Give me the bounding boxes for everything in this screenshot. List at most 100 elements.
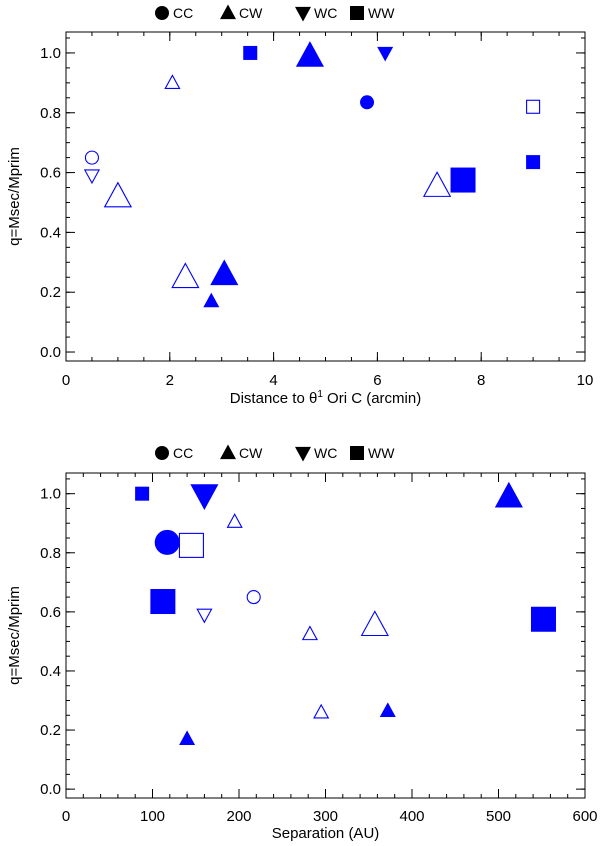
plot-frame bbox=[65, 31, 586, 362]
data-point-triangle-up-open bbox=[422, 171, 452, 197]
y-tick-label: 0.8 bbox=[40, 545, 61, 562]
data-point-triangle-up-filled bbox=[203, 292, 220, 308]
data-point-square-filled bbox=[243, 45, 258, 60]
x-axis-title: Distance to θ1 Ori C (arcmin) bbox=[230, 389, 421, 407]
data-point-triangle-up-open bbox=[164, 74, 181, 90]
x-axis-title-prefix: Distance to bbox=[230, 390, 309, 407]
data-points bbox=[83, 41, 541, 308]
x-axis-title-suffix: Ori C (arcmin) bbox=[323, 390, 421, 407]
x-tick-label: 0 bbox=[62, 372, 70, 389]
legend-marker-cc bbox=[155, 6, 169, 20]
data-point-circle-open bbox=[84, 150, 99, 165]
data-point-triangle-up-open bbox=[103, 181, 133, 208]
data-point-triangle-down-filled bbox=[377, 46, 394, 62]
legend-item-cc: CC bbox=[155, 445, 193, 461]
legend-item-cw: CW bbox=[220, 444, 263, 461]
data-point-circle-open bbox=[246, 590, 261, 605]
legend-marker-cw bbox=[220, 4, 236, 20]
data-point-triangle-down-filled bbox=[190, 484, 219, 511]
legend-label-wc: WC bbox=[314, 445, 337, 461]
y-axis-title: q=Msec/Mprim bbox=[6, 147, 23, 246]
y-tick-label: 0.6 bbox=[40, 604, 61, 621]
x-tick-label: 500 bbox=[486, 808, 511, 825]
x-tick-label: 300 bbox=[313, 808, 338, 825]
legend-label-wc: WC bbox=[314, 5, 337, 21]
data-point-square-open bbox=[178, 532, 204, 558]
legend-item-cc: CC bbox=[155, 5, 193, 21]
x-tick-label: 2 bbox=[166, 372, 174, 389]
data-point-triangle-up-open bbox=[360, 610, 389, 637]
tick-labels: 0 2 4 6 8 10 0.0 0.2 0.4 0.6 0.8 1.0 bbox=[40, 45, 593, 389]
data-point-triangle-up-filled bbox=[295, 41, 324, 67]
data-point-square-filled bbox=[530, 606, 556, 632]
data-point-square-filled bbox=[450, 167, 476, 193]
x-axis-title: Separation (AU) bbox=[272, 825, 380, 842]
legend-item-cw: CW bbox=[220, 4, 263, 21]
y-tick-label: 0.4 bbox=[40, 224, 61, 241]
legend: CC CW WC WW bbox=[155, 4, 395, 22]
data-point-circle-filled bbox=[360, 95, 375, 110]
data-point-square-filled bbox=[150, 589, 176, 615]
y-tick-label: 0.0 bbox=[40, 781, 61, 798]
data-point-triangle-up-filled bbox=[179, 730, 196, 746]
legend-label-ww: WW bbox=[368, 445, 395, 461]
y-tick-label: 0.4 bbox=[40, 663, 61, 680]
data-point-triangle-down-open bbox=[83, 169, 101, 185]
chart-1: CC CW WC WW 0 2 4 6 8 10 0.0 0.2 0.4 0.6 0.8 1.0 Distanc… bbox=[6, 4, 593, 407]
y-tick-label: 0.2 bbox=[40, 722, 61, 739]
x-tick-label: 0 bbox=[62, 808, 70, 825]
legend-marker-cc bbox=[155, 446, 169, 460]
y-tick-label: 0.0 bbox=[40, 344, 61, 361]
y-tick-label: 0.8 bbox=[40, 105, 61, 122]
legend-marker-ww bbox=[350, 6, 364, 20]
x-tick-label: 100 bbox=[140, 808, 165, 825]
y-tick-label: 1.0 bbox=[40, 486, 61, 503]
data-point-square-filled bbox=[526, 155, 541, 170]
legend-label-cw: CW bbox=[239, 5, 263, 21]
legend-item-ww: WW bbox=[350, 5, 395, 21]
data-points bbox=[135, 481, 556, 746]
x-tick-label: 400 bbox=[399, 808, 424, 825]
data-point-triangle-down-open bbox=[196, 608, 213, 624]
y-tick-label: 0.6 bbox=[40, 165, 61, 182]
x-tick-label: 600 bbox=[572, 808, 597, 825]
data-point-triangle-up-filled bbox=[494, 481, 523, 508]
chart-2: CC CW WC WW0 100 200 300 400 500 6000.00.20.40.60… bbox=[6, 444, 598, 842]
data-point-triangle-up-open bbox=[171, 262, 200, 289]
x-axis-title-superscript: 1 bbox=[317, 389, 323, 400]
y-axis-title: q=Msec/Mprim bbox=[6, 586, 23, 685]
x-tick-label: 8 bbox=[477, 372, 485, 389]
legend-item-ww: WW bbox=[350, 445, 395, 461]
legend-label-ww: WW bbox=[368, 5, 395, 21]
axis-ticks bbox=[65, 32, 586, 361]
y-tick-label: 0.2 bbox=[40, 284, 61, 301]
data-point-triangle-up-open bbox=[313, 703, 330, 719]
legend-item-wc: WC bbox=[295, 445, 337, 462]
data-point-triangle-up-open bbox=[301, 625, 319, 641]
plot-frame bbox=[65, 472, 586, 799]
legend-label-cc: CC bbox=[173, 5, 193, 21]
x-tick-label: 6 bbox=[373, 372, 381, 389]
legend-item-wc: WC bbox=[295, 5, 337, 22]
data-point-circle-filled bbox=[154, 529, 180, 555]
data-point-triangle-up-filled bbox=[210, 259, 239, 286]
legend-marker-ww bbox=[350, 446, 364, 460]
x-axis-title-symbol: θ bbox=[309, 390, 317, 407]
tick-labels: 0 100 200 300 400 500 600 0.0 0.2 0.4 0.6 0.8 1.0 bbox=[40, 486, 597, 825]
legend-marker-cw bbox=[220, 444, 236, 460]
x-tick-label: 10 bbox=[577, 372, 594, 389]
x-tick-label: 200 bbox=[226, 808, 251, 825]
data-point-square-open bbox=[526, 99, 541, 114]
data-point-triangle-up-open bbox=[226, 513, 243, 528]
legend-label-cw: CW bbox=[239, 445, 263, 461]
axis-ticks bbox=[65, 473, 586, 798]
x-tick-label: 4 bbox=[269, 372, 277, 389]
data-point-triangle-up-filled bbox=[379, 702, 396, 717]
legend-marker-wc bbox=[295, 6, 311, 22]
legend: CC CW WC WW bbox=[155, 444, 395, 462]
y-tick-label: 1.0 bbox=[40, 45, 61, 62]
data-point-square-filled bbox=[135, 486, 150, 501]
legend-marker-wc bbox=[295, 446, 311, 462]
legend-label-cc: CC bbox=[173, 445, 193, 461]
